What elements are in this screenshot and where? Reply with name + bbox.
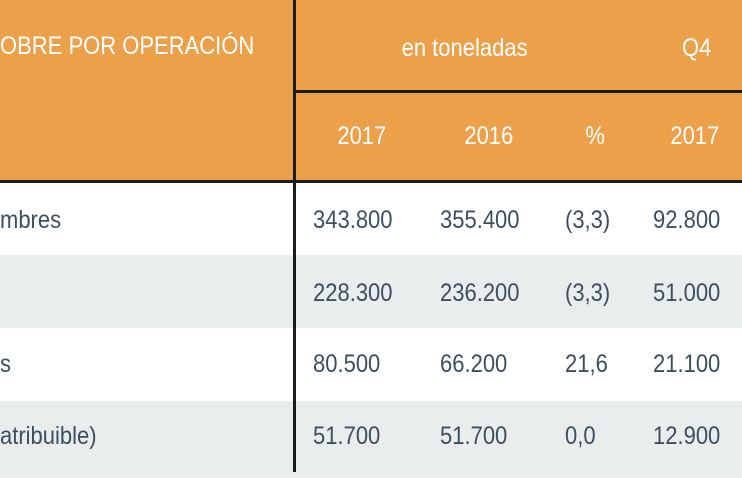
table-cell: (3,3): [565, 279, 611, 307]
table-row: [0, 182, 742, 255]
table-cell: 343.800: [313, 206, 393, 234]
table-cell: 51.700: [440, 422, 508, 450]
row-label: atribuible): [0, 422, 97, 450]
table-title: OBRE POR OPERACIÓN: [0, 32, 255, 60]
row-label: mbres: [0, 206, 62, 234]
quarter-label: Q4: [682, 34, 712, 62]
table-cell: 21,6: [565, 350, 608, 378]
column-header-percent: %: [585, 122, 605, 150]
table-cell: 80.500: [313, 350, 381, 378]
group-label: en toneladas: [401, 34, 528, 62]
column-header-q4-2017: 2017: [670, 122, 720, 150]
table-cell: 12.900: [653, 422, 721, 450]
table-cell: 66.200: [440, 350, 508, 378]
column-header-2016: 2016: [464, 122, 514, 150]
header-bottom-rule: [0, 180, 742, 183]
table-cell: (3,3): [565, 206, 611, 234]
table-cell: 355.400: [440, 206, 520, 234]
table-cell: 51.700: [313, 422, 381, 450]
table-row: [0, 328, 742, 401]
table-cell: 92.800: [653, 206, 721, 234]
column-divider: [293, 0, 296, 472]
table-cell: 228.300: [313, 279, 393, 307]
table-row: [0, 401, 742, 478]
table-cell: 0,0: [565, 422, 596, 450]
table-row: [0, 255, 742, 328]
table-cell: 51.000: [653, 279, 721, 307]
row-label: s: [0, 350, 11, 378]
table-cell: 21.100: [653, 350, 721, 378]
header-sub-rule: [295, 90, 742, 93]
column-header-2017: 2017: [337, 122, 387, 150]
table-cell: 236.200: [440, 279, 520, 307]
